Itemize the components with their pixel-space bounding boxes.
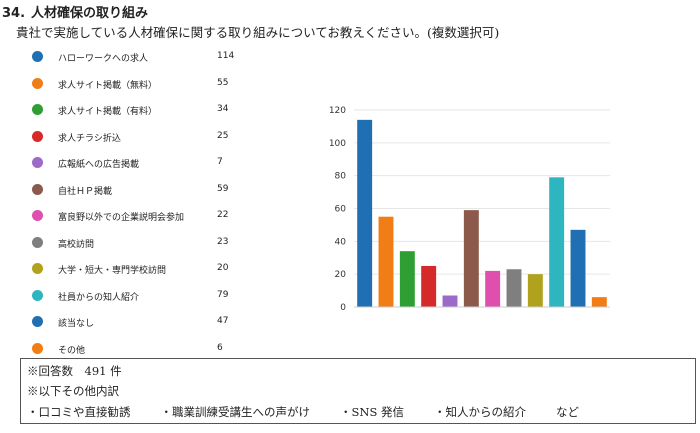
- legend-swatch: [32, 289, 43, 301]
- legend-item: 高校訪問 23: [32, 234, 252, 250]
- legend-value: 59: [217, 183, 229, 194]
- notes-box: ※回答数 491 件 ※以下その他内訳 ・口コミや直接勧誘 ・職業訓練受講生への声…: [20, 358, 696, 424]
- legend-label: 富良野以外での企業説明会参加: [58, 213, 185, 223]
- legend-value: 6: [217, 342, 223, 353]
- legend-swatch: [32, 104, 43, 115]
- legend-item: 大学・短大・専門学校訪問 20: [32, 260, 252, 276]
- legend-label: 広報紙への広告掲載: [58, 160, 140, 170]
- section-number: 34.: [2, 6, 26, 21]
- legend-item: 求人サイト掲載（無料） 55: [32, 75, 252, 91]
- legend-swatch: [32, 130, 43, 142]
- breakdown-suffix: など: [555, 405, 579, 419]
- legend-swatch: [32, 183, 43, 195]
- bar: [506, 269, 522, 307]
- legend-item: その他 6: [32, 340, 252, 356]
- y-tick-label: 40: [335, 237, 347, 247]
- legend-swatch: [32, 157, 43, 168]
- breakdown-item: ・職業訓練受講生への声がけ: [160, 405, 311, 419]
- section-title-text: 人材確保の取り組み: [31, 6, 149, 21]
- legend-value: 22: [217, 210, 229, 220]
- breakdown-item: ・知人からの紹介: [433, 405, 526, 419]
- bar: [463, 210, 479, 307]
- legend-item: 社員からの知人紹介 79: [32, 287, 252, 303]
- legend-swatch: [32, 51, 43, 62]
- bar: [357, 119, 373, 307]
- legend-label: ハローワークへの求人: [58, 54, 149, 64]
- legend-swatch: [32, 316, 43, 327]
- legend-label: 社員からの知人紹介: [58, 292, 140, 303]
- question-text: 貴社で実施している人材確保に関する取り組みについてお教えください。(複数選択可): [16, 25, 500, 40]
- breakdown-item: ・SNS 発信: [340, 405, 404, 419]
- legend-swatch: [32, 263, 43, 274]
- legend-value: 7: [217, 157, 223, 167]
- legend-swatch: [32, 210, 43, 221]
- y-tick-label: 80: [335, 172, 347, 182]
- legend-swatch: [32, 342, 43, 354]
- breakdown-title: ※以下その他内訳: [27, 384, 119, 398]
- legend-label: 求人サイト掲載（有料）: [58, 107, 158, 117]
- bar-chart: 0 20 40 60 80 100 120: [329, 106, 610, 313]
- legend-value: 47: [217, 316, 229, 326]
- legend-value: 114: [217, 51, 235, 61]
- legend-value: 20: [217, 263, 229, 273]
- bar: [549, 177, 565, 307]
- legend-item: 自社ＨＰ掲載 59: [32, 181, 252, 197]
- bar: [485, 270, 501, 307]
- y-tick-label: 0: [340, 303, 346, 313]
- legend-value: 34: [217, 104, 229, 114]
- breakdown-items: ・口コミや直接勧誘 ・職業訓練受講生への声がけ ・SNS 発信 ・知人からの紹介 など: [27, 404, 609, 420]
- legend-label: その他: [58, 345, 86, 356]
- legend-label: 求人サイト掲載（無料）: [58, 80, 158, 91]
- legend-value: 55: [217, 77, 229, 88]
- legend-item: 求人チラシ折込 25: [32, 128, 252, 144]
- legend-item: 該当なし 47: [32, 313, 252, 329]
- bar: [527, 274, 543, 307]
- bar: [570, 229, 586, 307]
- section-title: 34. 人材確保の取り組み: [2, 2, 148, 21]
- legend-value: 23: [217, 236, 229, 247]
- legend-label: 大学・短大・専門学校訪問: [58, 266, 167, 276]
- legend-label: 自社ＨＰ掲載: [58, 186, 113, 197]
- legend-value: 79: [217, 289, 229, 300]
- breakdown-item: ・口コミや直接勧誘: [27, 405, 131, 419]
- legend-label: 求人チラシ折込: [58, 133, 121, 144]
- legend-swatch: [32, 77, 43, 89]
- y-tick-label: 20: [335, 270, 347, 280]
- bar: [421, 265, 437, 307]
- y-tick-label: 60: [335, 205, 347, 215]
- legend-item: 富良野以外での企業説明会参加 22: [32, 207, 252, 223]
- legend-item: 求人サイト掲載（有料） 34: [32, 101, 252, 117]
- legend-item: 広報紙への広告掲載 7: [32, 154, 252, 170]
- bar: [591, 297, 607, 307]
- legend-label: 高校訪問: [58, 239, 95, 250]
- bar: [378, 216, 394, 307]
- legend-swatch: [32, 236, 43, 248]
- legend-item: ハローワークへの求人 114: [32, 48, 252, 64]
- bar: [442, 295, 458, 307]
- total-responses: ※回答数 491 件: [27, 364, 122, 378]
- bar: [399, 251, 415, 307]
- legend-label: 該当なし: [58, 319, 95, 329]
- y-tick-label: 120: [329, 106, 346, 116]
- legend-value: 25: [217, 130, 229, 141]
- y-tick-label: 100: [329, 139, 346, 149]
